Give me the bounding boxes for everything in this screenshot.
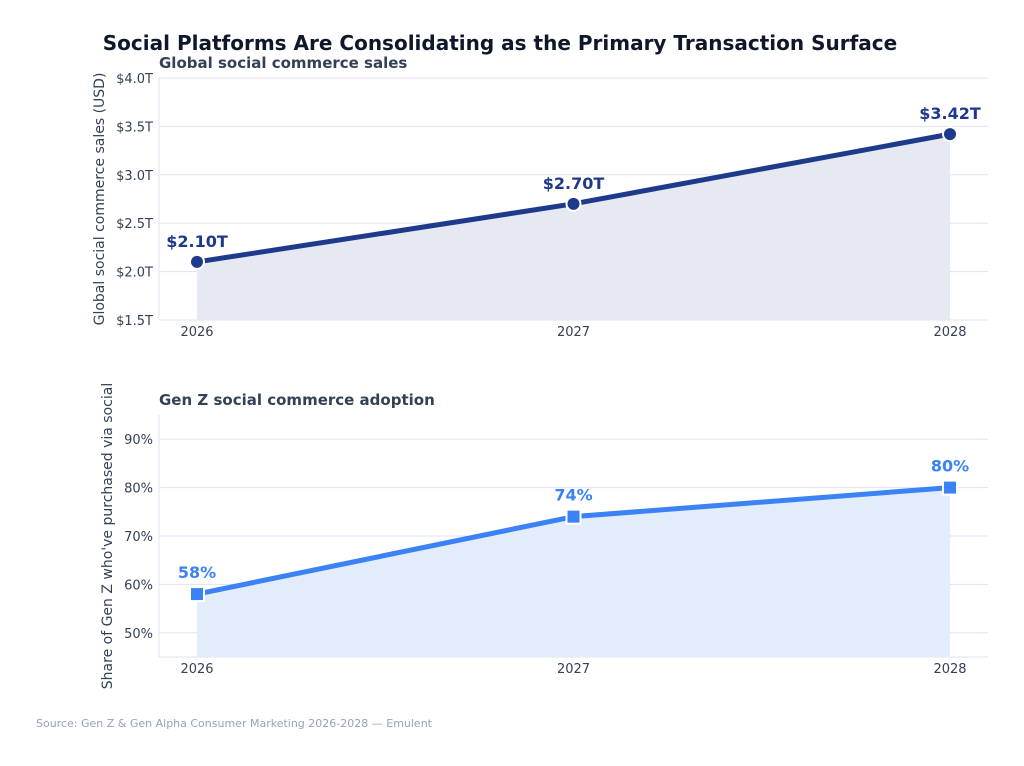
y-tick-label: $3.0T: [116, 169, 153, 184]
y-tick-label: 70%: [124, 530, 153, 545]
y-tick-label: 60%: [124, 578, 153, 593]
data-point: [565, 195, 582, 212]
area-fill: [197, 134, 950, 320]
y-tick-label: $4.0T: [116, 72, 153, 87]
source-note: Source: Gen Z & Gen Alpha Consumer Marke…: [36, 717, 432, 730]
x-tick-label: 2028: [933, 325, 966, 340]
data-label: $3.42T: [919, 104, 981, 123]
data-label: 58%: [178, 563, 216, 582]
data-point: [189, 586, 205, 603]
y-tick-label: $3.5T: [116, 120, 153, 135]
panel-title: Gen Z social commerce adoption: [159, 391, 435, 409]
y-tick-label: 80%: [124, 482, 153, 497]
data-label: 80%: [931, 457, 969, 476]
area-fill: [197, 487, 950, 657]
x-tick-label: 2026: [180, 325, 213, 340]
x-tick-label: 2027: [557, 662, 590, 677]
y-axis-label: Global social commerce sales (USD): [92, 73, 108, 326]
x-tick-label: 2026: [180, 662, 213, 677]
y-tick-label: 90%: [124, 433, 153, 448]
x-tick-label: 2028: [933, 662, 966, 677]
data-point: [942, 126, 958, 143]
y-axis-label: Share of Gen Z who've purchased via soci…: [100, 383, 116, 689]
data-label: $2.10T: [166, 232, 228, 251]
y-tick-label: $2.0T: [116, 266, 153, 281]
y-tick-label: $1.5T: [116, 314, 153, 329]
data-label: $2.70T: [543, 174, 605, 193]
y-tick-label: $2.5T: [116, 217, 153, 232]
data-point: [942, 479, 958, 496]
data-point: [565, 508, 582, 525]
panel-title: Global social commerce sales: [159, 54, 407, 72]
y-tick-label: 50%: [124, 627, 153, 642]
adoption-chart-panel: 50% 60% 70% 80% 90% 58% 74% 80% 2026 2027 2028 Gen …: [100, 383, 988, 689]
x-tick-label: 2027: [557, 325, 590, 340]
data-label: 74%: [554, 486, 592, 505]
data-point: [189, 253, 205, 270]
figure-title: Social Platforms Are Consolidating as th…: [102, 31, 898, 55]
sales-chart-panel: $1.5T $2.0T $2.5T $3.0T $3.5T $4.0T $2.10T $2.7…: [92, 54, 988, 340]
